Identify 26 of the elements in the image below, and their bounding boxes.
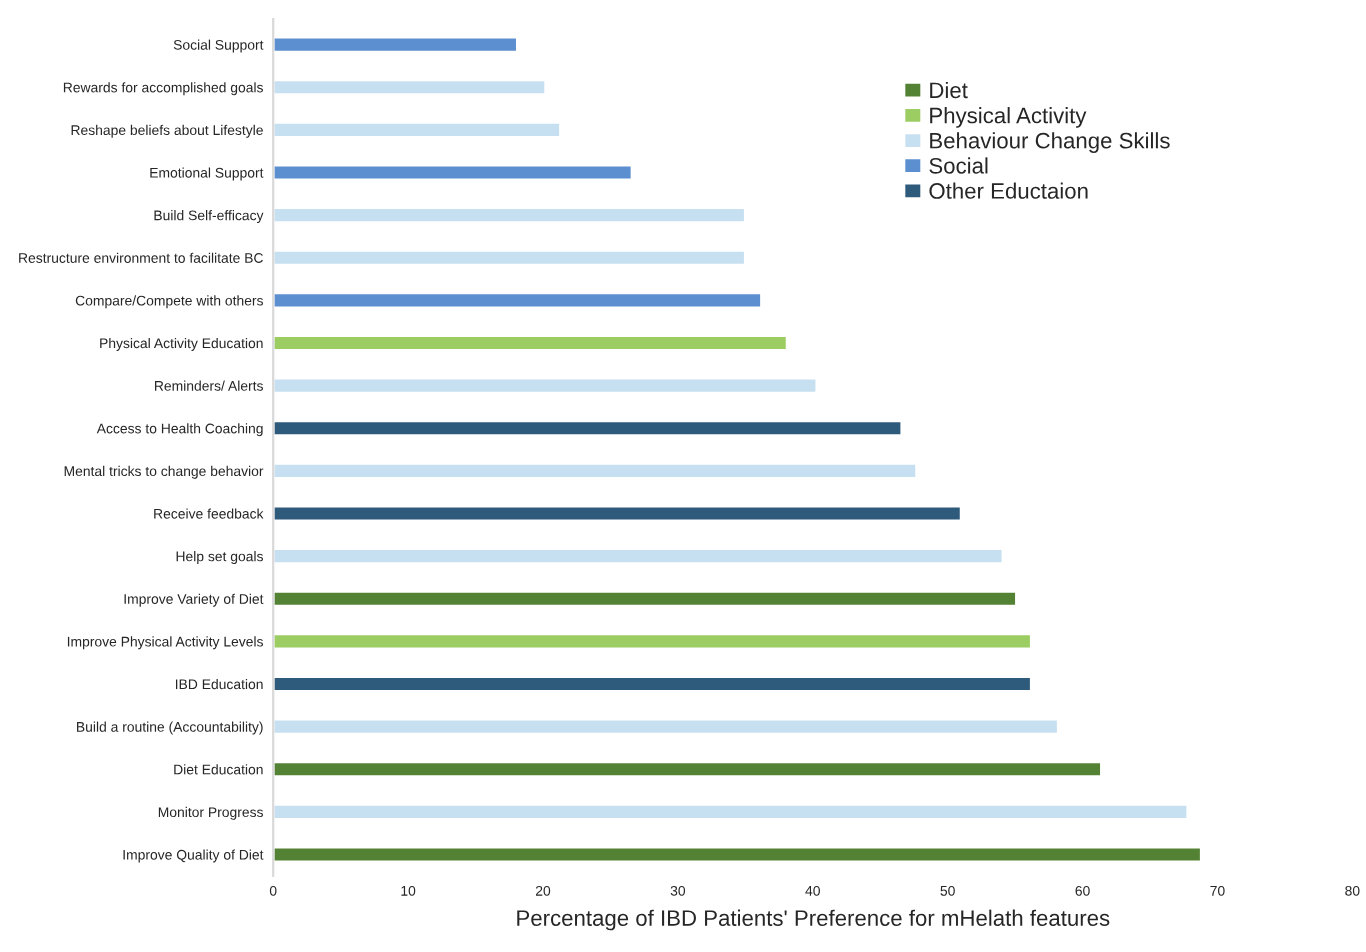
bar — [273, 717, 1060, 736]
bar — [273, 78, 548, 97]
bar — [273, 803, 1190, 821]
bar — [273, 462, 919, 480]
bar — [273, 163, 634, 182]
legend-label: Diet — [930, 81, 968, 99]
bar — [273, 376, 819, 395]
bar — [273, 291, 763, 310]
bar — [273, 675, 1033, 693]
bar — [273, 845, 1203, 864]
bar — [273, 35, 519, 54]
bar — [273, 632, 1033, 651]
bar — [273, 248, 747, 267]
bar — [273, 547, 1005, 565]
bar — [273, 334, 789, 352]
x-axis-title: Percentage of IBD Patients' Preference for mHelath features — [517, 909, 1110, 931]
bar — [273, 121, 562, 139]
legend-label: Social — [929, 157, 988, 174]
bar — [273, 760, 1103, 779]
legend-label: Other Eductaion — [929, 182, 1088, 199]
bar — [273, 206, 747, 224]
legend-label: Behaviour Change Skills — [930, 132, 1170, 153]
bar — [273, 504, 963, 523]
legend-label: Physical Activity — [930, 107, 1087, 128]
bar — [273, 589, 1018, 608]
bar — [273, 419, 904, 438]
